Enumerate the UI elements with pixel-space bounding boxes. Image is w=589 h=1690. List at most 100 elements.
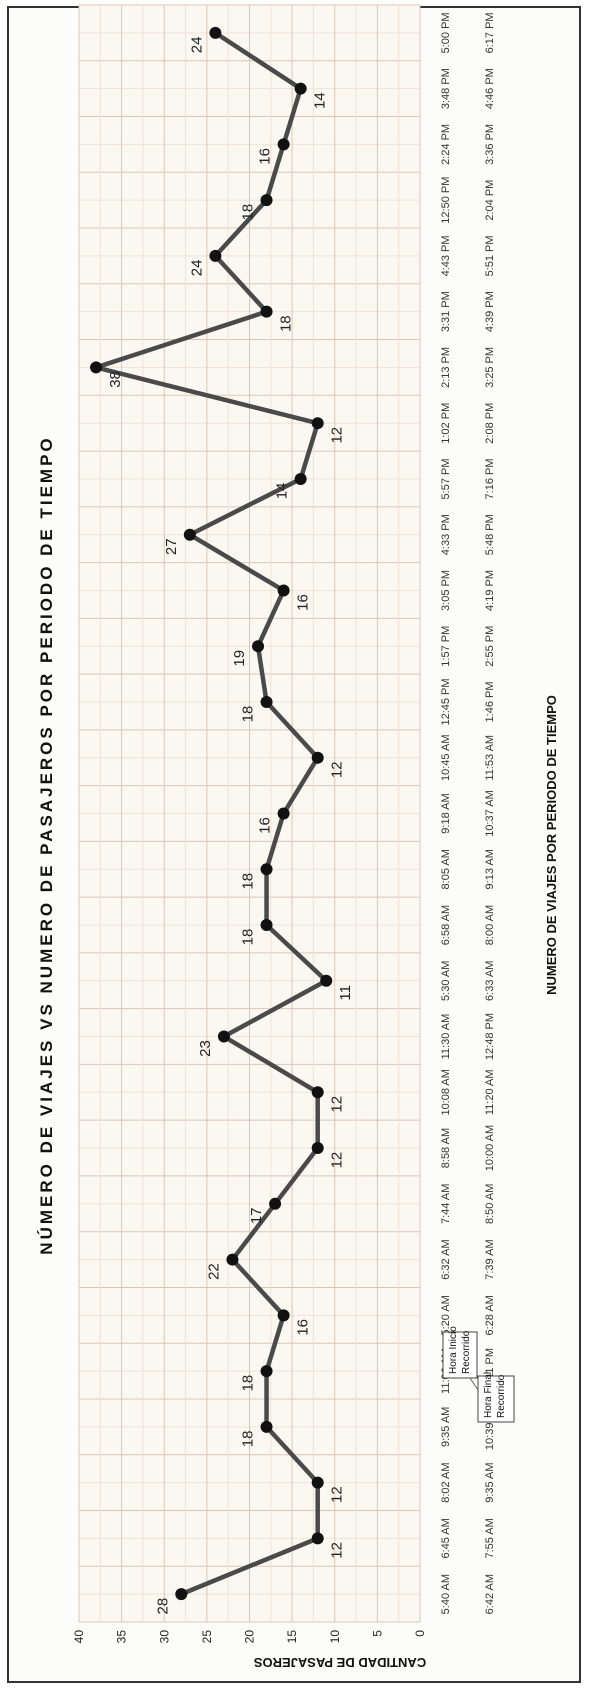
- series-line-segment: [221, 978, 329, 1039]
- data-label: 14: [274, 483, 291, 500]
- series-line-segment: [213, 253, 269, 314]
- series-line-segment: [272, 1145, 320, 1207]
- y-axis-ticks: 0 5 10 15 20 25 30 35 40: [72, 1630, 427, 1644]
- x-tick-start-time: 9:18 AM: [440, 793, 452, 833]
- series-line-segment: [264, 811, 286, 872]
- x-tick-end-time: 10:00 AM: [484, 1125, 496, 1171]
- data-point: [183, 528, 196, 541]
- data-label: 18: [240, 873, 257, 890]
- x-tick-start-time: 4:33 PM: [440, 514, 452, 555]
- data-label: 18: [240, 929, 257, 946]
- x-tick-start-time: 5:30 AM: [440, 961, 452, 1001]
- data-point: [260, 695, 273, 708]
- series-line-segment: [187, 476, 303, 537]
- series-line-segment: [255, 588, 286, 649]
- data-label: 18: [240, 1431, 257, 1448]
- x-tick-start-time: 2:24 PM: [440, 124, 452, 165]
- data-label: 24: [188, 37, 205, 54]
- x-tick-start-time: 8:58 AM: [440, 1128, 452, 1168]
- x-tick-end-time: 2:08 PM: [484, 403, 496, 444]
- data-label: 18: [240, 204, 257, 221]
- x-tick-end-time: 7:16 PM: [484, 458, 496, 499]
- series-line-segment: [93, 365, 320, 426]
- x-tick-start-time: 8:02 AM: [440, 1462, 452, 1502]
- data-label: 18: [278, 315, 295, 332]
- data-label: 12: [329, 1096, 346, 1113]
- data-label: 22: [205, 1263, 222, 1280]
- x-tick-end-time: 4:46 PM: [484, 68, 496, 109]
- data-label: 18: [240, 706, 257, 723]
- data-point: [209, 26, 222, 39]
- y-tick-label: 30: [157, 1630, 171, 1644]
- callout-connector: [469, 1377, 479, 1391]
- data-point: [217, 1030, 230, 1043]
- x-tick-end-time: 4:39 PM: [484, 291, 496, 332]
- y-tick-label: 20: [243, 1630, 257, 1644]
- x-tick-start-time: 4:43 PM: [440, 235, 452, 276]
- series-points: [90, 26, 333, 1601]
- data-label: 12: [329, 1542, 346, 1559]
- x-tick-start-time: 3:48 PM: [440, 68, 452, 109]
- y-tick-label: 10: [328, 1630, 342, 1644]
- data-point: [311, 1476, 324, 1489]
- data-point: [269, 1197, 282, 1210]
- data-label: 12: [329, 1152, 346, 1169]
- series-line-group: [93, 30, 329, 1597]
- data-point: [311, 417, 324, 430]
- data-point: [260, 1365, 273, 1378]
- data-label: 16: [257, 148, 274, 165]
- end-time-callout: Hora Final Recorrido: [483, 1372, 507, 1418]
- data-label: 24: [188, 260, 205, 277]
- x-tick-start-time: 5:20 AM: [440, 1295, 452, 1335]
- x-tick-end-time: 3:36 PM: [484, 124, 496, 165]
- x-tick-start-time: 8:05 AM: [440, 849, 452, 889]
- data-point: [277, 807, 290, 820]
- data-point: [260, 1420, 273, 1433]
- x-tick-start-time: 5:57 PM: [440, 458, 452, 499]
- start-time-callout: Hora Inicio Recorrido: [448, 1326, 472, 1374]
- x-tick-end-time: 11:20 AM: [484, 1069, 496, 1115]
- y-tick-label: 25: [200, 1630, 214, 1644]
- data-point: [294, 472, 307, 485]
- data-labels: 28 12 12 18 18 16 22 17 12 12 23 11 18 18 16 12 18 19 16 27…: [107, 37, 354, 1615]
- data-label: 12: [329, 427, 346, 444]
- data-label: 11: [337, 985, 354, 1001]
- data-label: 28: [154, 1598, 171, 1615]
- x-tick-end-time: 12:48 PM: [484, 1013, 496, 1060]
- x-tick-end-time: 9:35 AM: [484, 1462, 496, 1502]
- x-tick-start-time: 10:08 AM: [440, 1069, 452, 1115]
- data-point: [320, 974, 333, 987]
- data-point: [311, 1532, 324, 1545]
- x-tick-start-time: 12:50 PM: [440, 177, 452, 224]
- data-label: 16: [295, 594, 312, 611]
- y-tick-label: 15: [285, 1630, 299, 1644]
- data-point: [260, 194, 273, 207]
- x-tick-end-time: 5:51 PM: [484, 235, 496, 276]
- data-point: [260, 919, 273, 932]
- x-tick-end-time: 8:50 AM: [484, 1184, 496, 1224]
- y-tick-label: 5: [370, 1630, 384, 1637]
- data-label: 12: [329, 761, 346, 778]
- y-tick-label: 35: [115, 1630, 129, 1644]
- x-tick-start-time: 3:05 PM: [440, 570, 452, 611]
- x-tick-end-time: 6:33 AM: [484, 961, 496, 1001]
- x-tick-end-time: 7:39 AM: [484, 1239, 496, 1279]
- data-label: 18: [240, 1375, 257, 1392]
- series-line-segment: [221, 1034, 320, 1095]
- end-time-callout-box: [477, 1375, 515, 1423]
- data-point: [175, 1588, 188, 1601]
- data-point: [90, 361, 103, 374]
- series-line-segment: [213, 30, 303, 91]
- data-label: 19: [231, 650, 248, 667]
- x-tick-start-time: 10:45 AM: [440, 734, 452, 780]
- series-line-segment: [298, 420, 320, 482]
- series-line-segment: [93, 309, 269, 370]
- data-point: [277, 138, 290, 151]
- series-line-segment: [179, 1536, 320, 1597]
- x-tick-end-time: 9:13 AM: [484, 849, 496, 889]
- series-line-segment: [264, 142, 286, 203]
- series-line-segment: [264, 699, 320, 760]
- data-label: 12: [329, 1486, 346, 1503]
- x-tick-start-time: 6:58 AM: [440, 905, 452, 945]
- data-point: [226, 1253, 239, 1266]
